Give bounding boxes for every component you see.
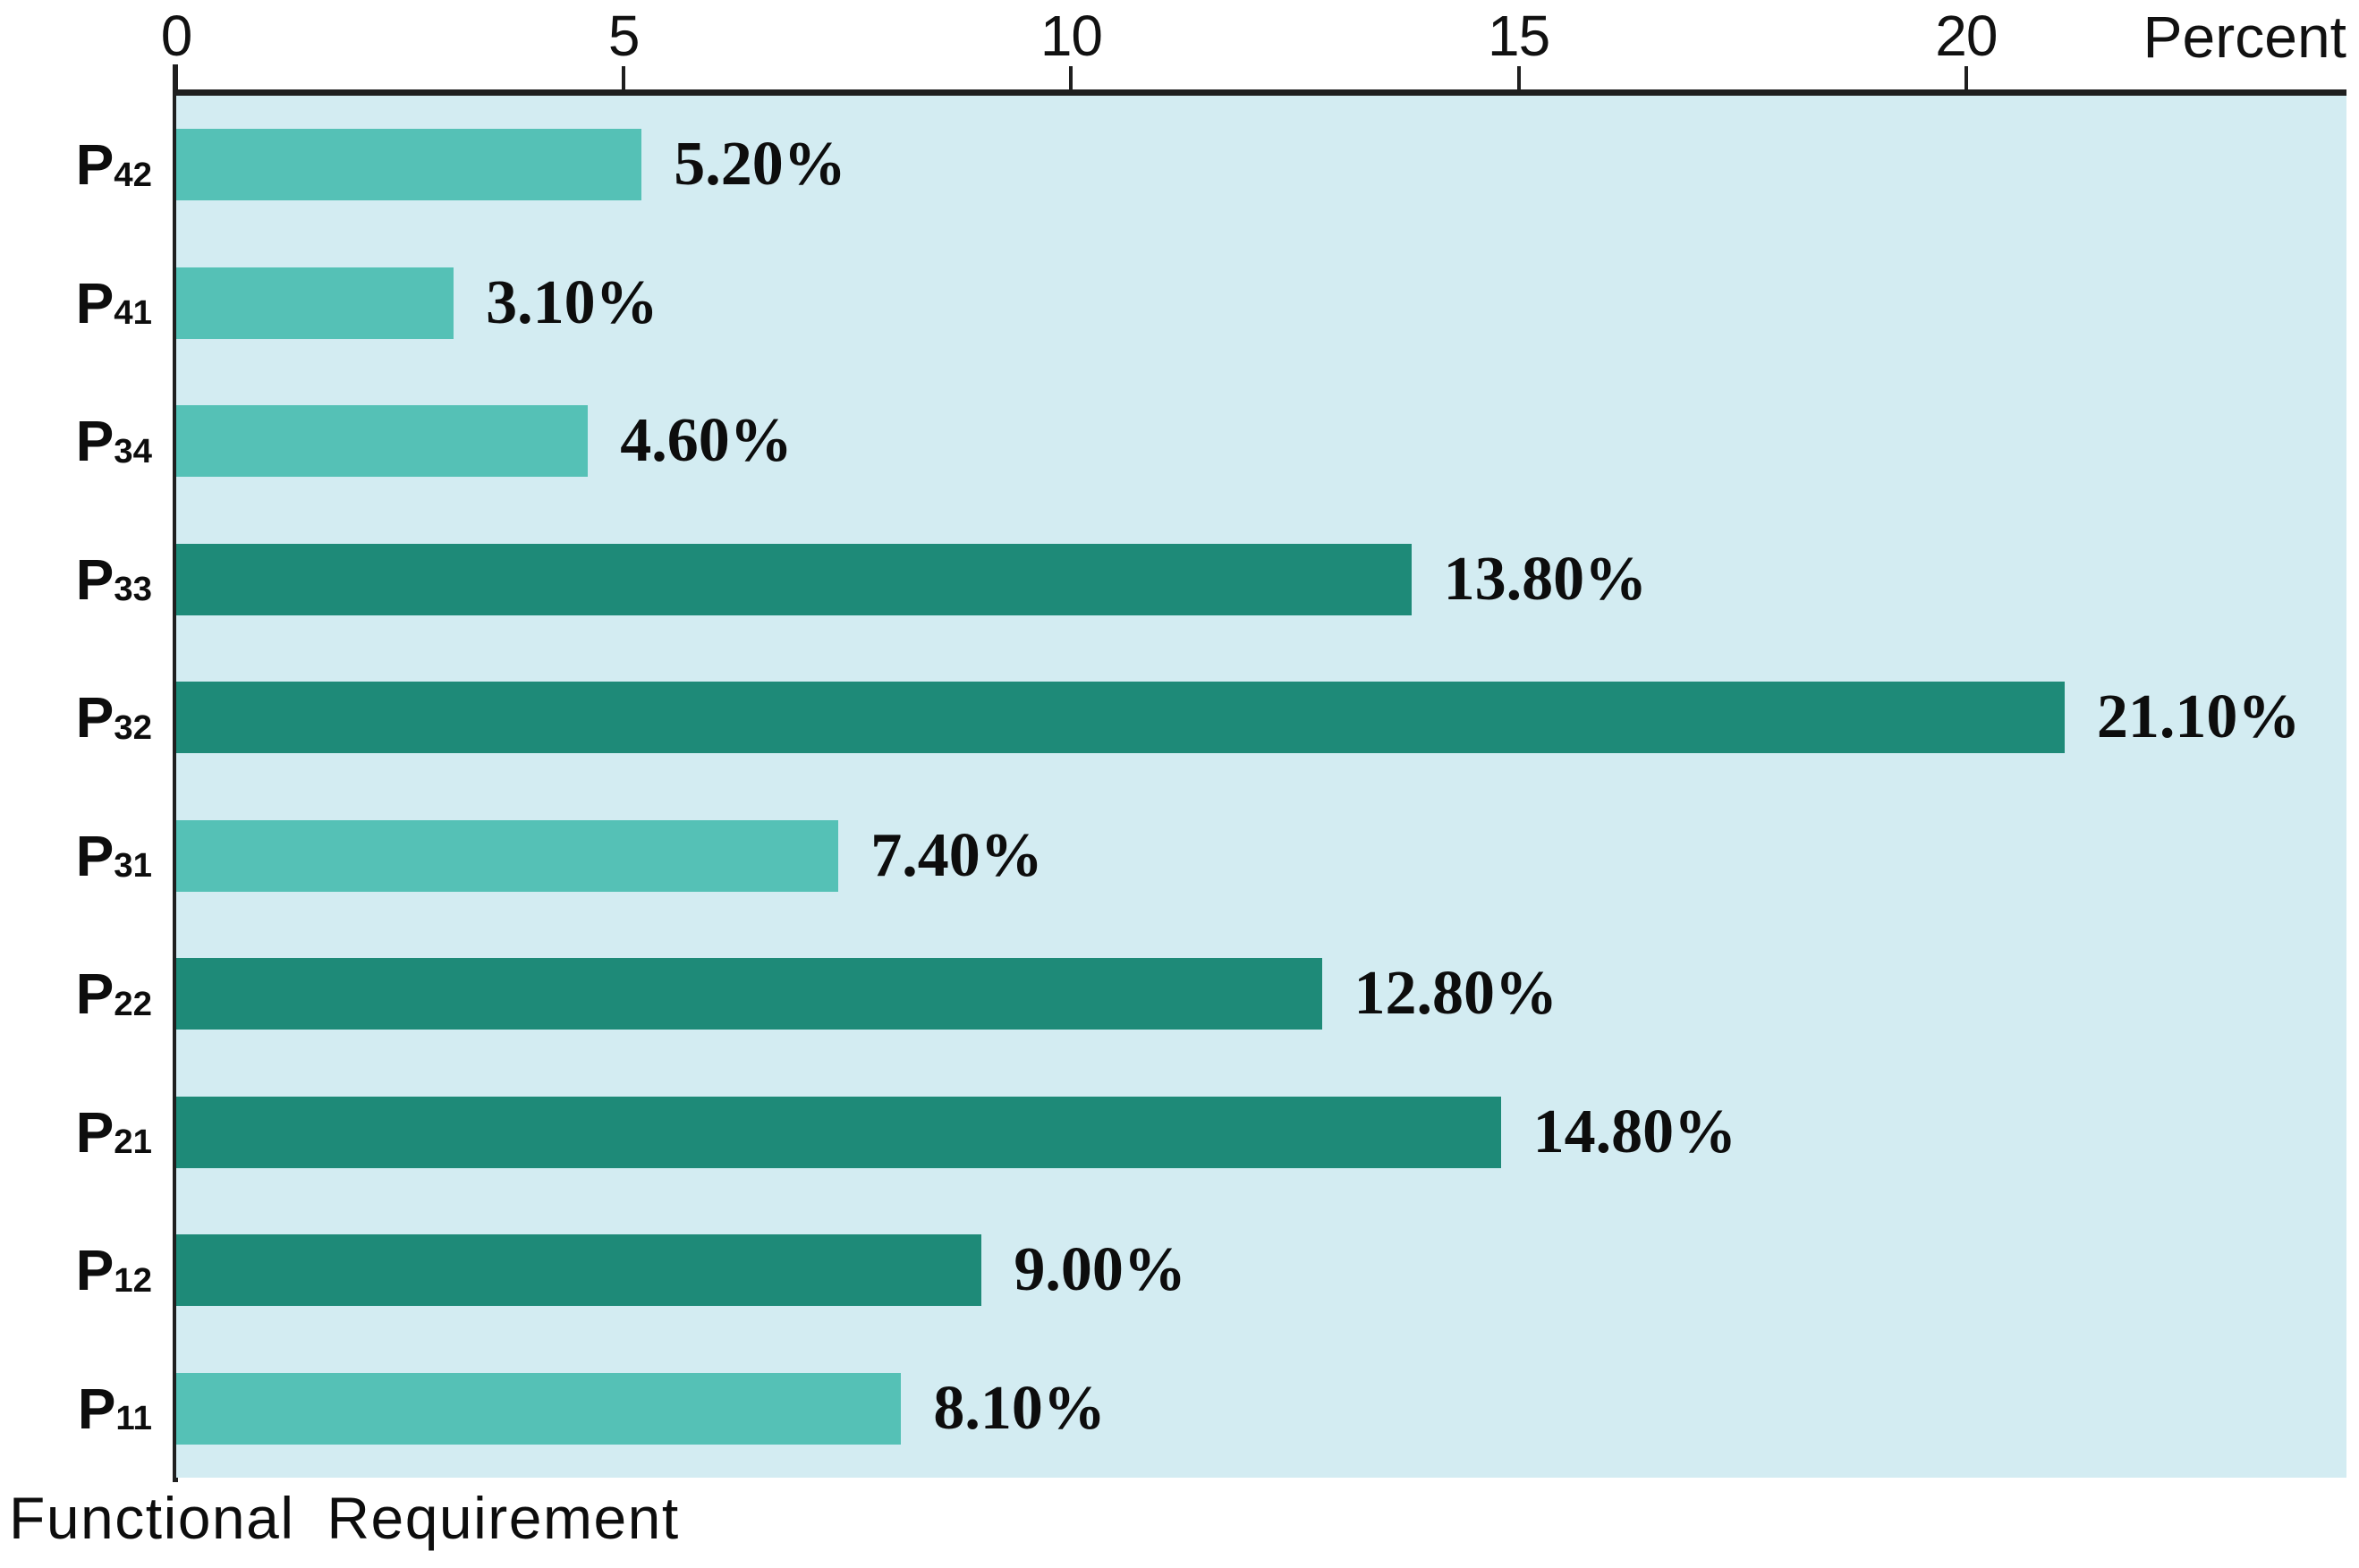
bar-p22 — [176, 958, 1322, 1030]
bar-value-label: 7.40% — [870, 820, 1043, 890]
category-label: P 31 — [0, 787, 152, 926]
category-base: P — [75, 409, 115, 474]
category-base: P — [75, 547, 115, 612]
plot-area: 5.20% 3.10% 4.60% 13.80% 21.10% 7.40% 12.80% 14… — [176, 89, 2346, 1478]
bar-row: 8.10% — [176, 1340, 2346, 1479]
bar-p31 — [176, 819, 839, 892]
x-axis-tick-label: 20 — [1935, 4, 1998, 68]
bar-value-label: 9.00% — [1014, 1235, 1186, 1305]
y-axis-title: Functional Requirement — [9, 1485, 680, 1551]
bar-value-label: 12.80% — [1353, 959, 1558, 1029]
bar-row: 21.10% — [176, 648, 2346, 787]
category-label: P 22 — [0, 925, 152, 1064]
category-base: P — [77, 1376, 116, 1441]
bar-row: 12.80% — [176, 925, 2346, 1064]
bar-value-label: 8.10% — [933, 1373, 1106, 1443]
category-subscript: 32 — [114, 708, 152, 747]
bar-row: 14.80% — [176, 1064, 2346, 1202]
bar-row: 5.20% — [176, 96, 2346, 234]
x-axis-title: Percent — [2143, 4, 2346, 70]
category-subscript: 22 — [114, 984, 152, 1023]
category-label: P 21 — [0, 1064, 152, 1202]
category-label: P 34 — [0, 372, 152, 511]
bar-p21 — [176, 1096, 1501, 1168]
bar-row: 13.80% — [176, 511, 2346, 649]
category-base: P — [75, 132, 115, 198]
category-label: P 41 — [0, 234, 152, 373]
x-axis-tick-mark — [1069, 66, 1073, 91]
x-axis-tick-mark — [1516, 66, 1521, 91]
category-subscript: 41 — [114, 293, 152, 333]
y-axis-line — [173, 64, 178, 1482]
category-label: P 11 — [0, 1340, 152, 1479]
bar-row: 9.00% — [176, 1201, 2346, 1340]
category-subscript: 42 — [114, 155, 152, 194]
bar-p33 — [176, 543, 1412, 615]
x-axis-tick-mark — [1964, 66, 1968, 91]
category-subscript: 11 — [115, 1399, 152, 1438]
bar-row: 3.10% — [176, 234, 2346, 373]
bar-p42 — [176, 129, 642, 201]
category-subscript: 31 — [114, 846, 152, 886]
category-label: P 32 — [0, 648, 152, 787]
category-base: P — [75, 270, 115, 335]
category-base: P — [75, 1099, 115, 1165]
bar-p32 — [176, 682, 2065, 754]
bar-p12 — [176, 1234, 982, 1307]
category-base: P — [75, 685, 115, 750]
x-axis-tick-mark — [622, 66, 626, 91]
category-base: P — [75, 962, 115, 1027]
bar-p11 — [176, 1372, 902, 1445]
category-label-column: P 42 P 41 P 34 P 33 P 32 P 31 P 22 P 21 P 12 P 11 — [0, 96, 152, 1478]
bar-value-label: 3.10% — [486, 267, 658, 337]
bar-value-label: 14.80% — [1532, 1097, 1737, 1166]
bar-value-label: 5.20% — [674, 130, 846, 199]
category-label: P 42 — [0, 96, 152, 234]
category-label: P 12 — [0, 1201, 152, 1340]
bar-p34 — [176, 405, 589, 478]
category-subscript: 21 — [114, 1123, 152, 1162]
x-axis-tick-label: 15 — [1488, 4, 1550, 68]
x-axis-tick-label: 5 — [607, 4, 641, 68]
bar-value-label: 21.10% — [2096, 682, 2301, 752]
bar-value-label: 13.80% — [1443, 544, 1648, 614]
category-subscript: 12 — [114, 1260, 152, 1300]
bar-row: 7.40% — [176, 787, 2346, 926]
x-axis-tick-label: 0 — [160, 4, 193, 68]
category-label: P 33 — [0, 511, 152, 649]
category-subscript: 33 — [114, 570, 152, 609]
bar-row: 4.60% — [176, 372, 2346, 511]
category-subscript: 34 — [114, 431, 152, 470]
category-base: P — [75, 1238, 115, 1303]
bar-p41 — [176, 267, 454, 339]
category-base: P — [75, 823, 115, 888]
x-axis-tick-label: 10 — [1039, 4, 1103, 68]
bar-value-label: 4.60% — [620, 406, 793, 476]
